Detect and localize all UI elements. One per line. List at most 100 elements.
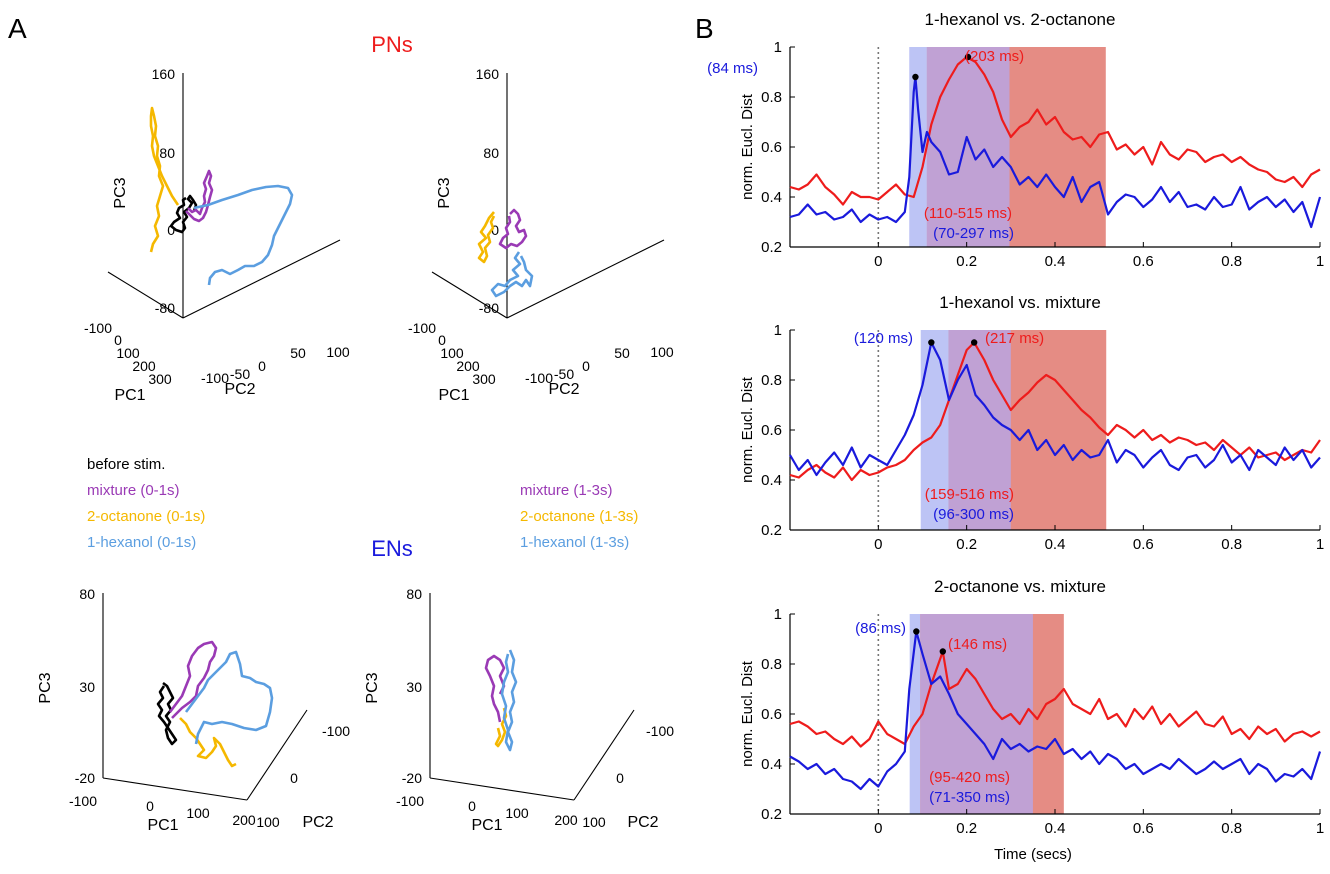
y-tick-label: 0.6 (761, 139, 782, 156)
x-tick-label: 0.6 (1133, 253, 1154, 270)
pc3-tick: -20 (75, 770, 95, 786)
peak-marker (928, 339, 935, 346)
annotation-label: (217 ms) (985, 330, 1044, 347)
pc1-label: PC1 (114, 387, 145, 404)
pc1-tick: 200 (456, 358, 480, 374)
trajectory-before (156, 681, 178, 746)
y-tick-label: 0.8 (761, 372, 782, 389)
en-title: ENs (371, 536, 413, 561)
pc1-label: PC1 (438, 387, 469, 404)
pc1-tick: 300 (148, 371, 172, 387)
pc3-tick: 30 (406, 679, 422, 695)
trajectory-hexanol (500, 649, 518, 752)
pc3-label: PC3 (112, 177, 129, 208)
pc2-tick: -100 (525, 370, 553, 386)
shade-overlap (948, 330, 1011, 530)
trajectory-octanone (179, 717, 237, 768)
trajectory-octanone (477, 211, 496, 264)
pc3-tick: 80 (483, 145, 499, 161)
annotation-label: (86 ms) (855, 620, 906, 637)
annotation-label: (110-515 ms) (924, 205, 1012, 222)
pc2-tick: 100 (650, 344, 674, 360)
pc2-tick: -100 (201, 370, 229, 386)
x-tick-label: 1 (1316, 253, 1324, 270)
pc2-label: PC2 (627, 814, 658, 831)
series-line-blue (789, 341, 1321, 477)
pn-pca-right: 160 80 0 -80 PC3 -100 0 100 200 300 PC1 … (408, 66, 674, 404)
pc1-tick: 100 (440, 345, 464, 361)
series-line-red (789, 55, 1321, 206)
pc2-tick: 0 (290, 770, 298, 786)
x-tick-label: 0.6 (1133, 820, 1154, 837)
legend-left: before stim. mixture (0-1s) 2-octanone (… (87, 456, 205, 551)
trajectory-hexanol (184, 650, 274, 745)
y-tick-label: 0.8 (761, 89, 782, 106)
pc3-label: PC3 (364, 672, 381, 703)
pc3-tick: 30 (79, 679, 95, 695)
pc2-tick: 0 (582, 358, 590, 374)
pc3-tick: 80 (79, 586, 95, 602)
chart-title: 1-hexanol vs. 2-octanone (925, 10, 1116, 29)
en-pca-right: 80 30 -20 PC3 -100 0 100 200 PC1 -100 0 … (364, 586, 674, 834)
pc3-label: PC3 (37, 672, 54, 703)
pc1-tick: 100 (116, 345, 140, 361)
x-tick-label: 1 (1316, 536, 1324, 553)
pc1-tick: 0 (438, 332, 446, 348)
pc1-tick: 0 (468, 798, 476, 814)
trajectory-before (169, 194, 198, 234)
pc1-tick: 0 (146, 798, 154, 814)
shade-overlap (920, 614, 1033, 814)
x-tick-label: 0 (874, 253, 882, 270)
pc3-tick: 0 (491, 222, 499, 238)
legend-right: mixture (1-3s) 2-octanone (1-3s) 1-hexan… (520, 482, 638, 551)
pc3-tick: -80 (479, 300, 499, 316)
trajectory-mixture (498, 208, 528, 250)
pc1-tick: -100 (396, 793, 424, 809)
legend-entry: 1-hexanol (1-3s) (520, 534, 629, 551)
chart-title: 1-hexanol vs. mixture (939, 293, 1101, 312)
pc2-tick: 100 (326, 344, 350, 360)
pc1-label: PC1 (147, 817, 178, 834)
annotation-label: (146 ms) (948, 636, 1007, 653)
y-tick-label: 1 (774, 39, 782, 56)
pc3-tick: 160 (152, 66, 176, 82)
pc2-label: PC2 (548, 381, 579, 398)
trajectory-octanone (149, 106, 180, 253)
pc2-tick: -50 (554, 366, 574, 382)
x-tick-label: 0 (874, 820, 882, 837)
legend-entry: mixture (1-3s) (520, 482, 613, 499)
x-tick-label: 1 (1316, 820, 1324, 837)
pc3-tick: 80 (406, 586, 422, 602)
y-tick-label: 0.4 (761, 189, 782, 206)
pc1-tick: 200 (232, 812, 256, 828)
y-tick-label: 0.4 (761, 756, 782, 773)
series-line-blue (789, 75, 1322, 229)
peak-marker (964, 53, 972, 61)
x-tick-label: 0.2 (956, 536, 977, 553)
pc2-tick: 100 (582, 814, 606, 830)
annotation-label: (84 ms) (707, 60, 758, 77)
y-axis-label: norm. Eucl. Dist (739, 93, 756, 200)
pc2-tick: 0 (258, 358, 266, 374)
x-axis-label: Time (secs) (994, 846, 1072, 863)
x-tick-label: 0.8 (1221, 820, 1242, 837)
pc2-tick: 50 (290, 345, 306, 361)
panel-label-a: A (8, 13, 27, 44)
x-tick-label: 0.8 (1221, 253, 1242, 270)
y-tick-label: 0.2 (761, 239, 782, 256)
y-tick-label: 0.2 (761, 806, 782, 823)
legend-entry: mixture (0-1s) (87, 482, 180, 499)
y-tick-label: 0.8 (761, 656, 782, 673)
pc3-tick: 160 (476, 66, 500, 82)
y-tick-label: 0.2 (761, 522, 782, 539)
x-tick-label: 0.2 (956, 820, 977, 837)
y-tick-label: 1 (774, 606, 782, 623)
x-tick-label: 0.4 (1045, 820, 1066, 837)
annotation-label: (203 ms) (965, 48, 1024, 65)
pc3-tick: -80 (155, 300, 175, 316)
pc2-tick: 50 (614, 345, 630, 361)
shade-overlap (926, 47, 1010, 247)
distance-chart-2: 0.2 0.4 0.6 0.8 1 0 0.2 0.4 0.6 0.8 1 1-hexanol vs.… (739, 293, 1324, 553)
legend-entry: 2-octanone (1-3s) (520, 508, 638, 525)
